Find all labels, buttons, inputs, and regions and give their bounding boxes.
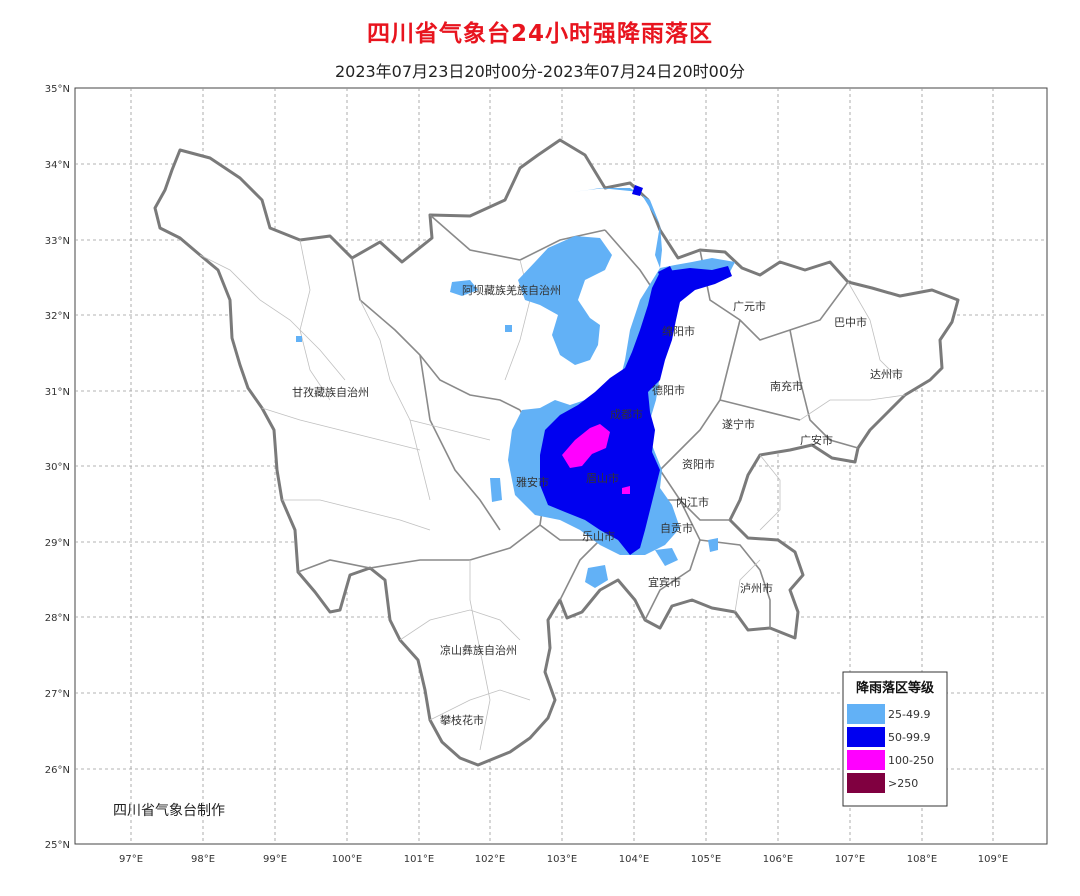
region-label: 宜宾市 <box>648 575 681 589</box>
lat-label: 33°N <box>45 236 70 247</box>
lat-label: 35°N <box>45 84 70 95</box>
region-label: 阿坝藏族羌族自治州 <box>462 283 561 297</box>
lat-label: 32°N <box>45 311 70 322</box>
region-label: 成都市 <box>610 407 643 421</box>
legend-swatch-50-99 <box>847 727 885 747</box>
lat-label: 34°N <box>45 160 70 171</box>
lon-label: 99°E <box>263 854 287 865</box>
lon-label: 106°E <box>763 854 793 865</box>
map-subtitle: 2023年07月23日20时00分-2023年07月24日20时00分 <box>334 62 746 81</box>
legend: 降雨落区等级 25-49.9 50-99.9 100-250 >250 <box>842 671 948 807</box>
region-label: 遂宁市 <box>722 417 755 431</box>
region-label: 资阳市 <box>682 457 715 471</box>
region-label: 德阳市 <box>652 383 685 397</box>
lon-label: 104°E <box>619 854 649 865</box>
region-label: 绵阳市 <box>662 324 695 338</box>
lat-label: 28°N <box>45 613 70 624</box>
region-label: 达州市 <box>870 367 903 381</box>
legend-label: 25-49.9 <box>888 708 930 721</box>
region-label: 甘孜藏族自治州 <box>292 385 369 399</box>
region-label: 乐山市 <box>582 529 615 543</box>
region-label: 内江市 <box>676 495 709 509</box>
legend-label: >250 <box>888 777 918 790</box>
region-label: 雅安市 <box>516 475 549 489</box>
lat-label: 26°N <box>45 765 70 776</box>
lon-label: 102°E <box>475 854 505 865</box>
legend-swatch-25-49 <box>847 704 885 724</box>
region-label: 攀枝花市 <box>440 713 484 727</box>
lon-label: 109°E <box>978 854 1008 865</box>
region-label: 广元市 <box>733 299 766 313</box>
legend-swatch-over-250 <box>847 773 885 793</box>
region-label: 凉山彝族自治州 <box>440 643 517 657</box>
legend-label: 50-99.9 <box>888 731 930 744</box>
map-title: 四川省气象台24小时强降雨落区 <box>366 21 713 47</box>
lon-label: 103°E <box>547 854 577 865</box>
region-label: 泸州市 <box>740 581 773 595</box>
lat-labels: 35°N 34°N 33°N 32°N 31°N 30°N 29°N 28°N … <box>45 84 70 851</box>
region-label: 巴中市 <box>834 315 867 329</box>
producer-credit: 四川省气象台制作 <box>113 803 225 819</box>
region-label: 南充市 <box>770 379 803 393</box>
county-borders <box>199 239 906 751</box>
legend-label: 100-250 <box>888 754 934 767</box>
region-label: 眉山市 <box>586 471 619 485</box>
lon-label: 105°E <box>691 854 721 865</box>
region-label: 自贡市 <box>660 521 693 535</box>
lon-label: 97°E <box>119 854 143 865</box>
lon-label: 107°E <box>835 854 865 865</box>
lon-label: 98°E <box>191 854 215 865</box>
lon-label: 100°E <box>332 854 362 865</box>
lat-label: 27°N <box>45 689 70 700</box>
lon-labels: 97°E 98°E 99°E 100°E 101°E 102°E 103°E 1… <box>119 854 1008 865</box>
legend-title: 降雨落区等级 <box>856 680 935 696</box>
lat-label: 30°N <box>45 462 70 473</box>
lat-label: 29°N <box>45 538 70 549</box>
lon-label: 101°E <box>404 854 434 865</box>
lat-label: 25°N <box>45 840 70 851</box>
lon-label: 108°E <box>907 854 937 865</box>
rain-zone-50-99 <box>540 185 732 555</box>
lat-label: 31°N <box>45 387 70 398</box>
rain-zone-100-250 <box>562 424 630 494</box>
legend-swatch-100-250 <box>847 750 885 770</box>
region-label: 广安市 <box>800 433 833 447</box>
region-labels: 阿坝藏族羌族自治州 甘孜藏族自治州 凉山彝族自治州 攀枝花市 广元市 巴中市 达… <box>292 283 903 727</box>
